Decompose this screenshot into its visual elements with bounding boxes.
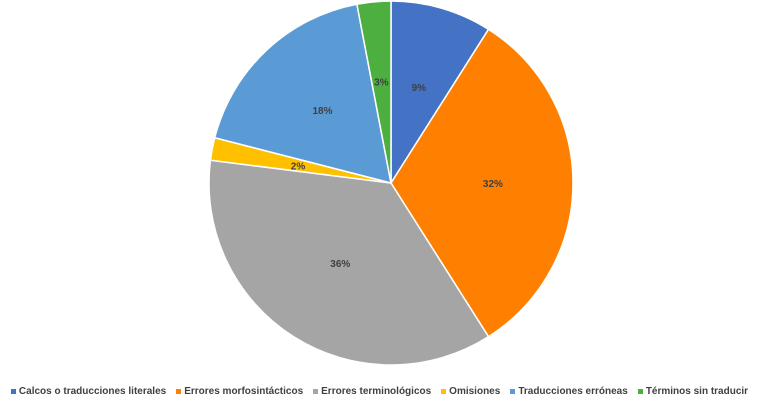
- legend-label: Errores morfosintácticos: [184, 385, 304, 397]
- legend-swatch: [510, 388, 516, 394]
- legend-item: Errores terminológicos: [313, 386, 431, 397]
- pie-chart: 9% 32% 36% 2% 18% 3%: [208, 0, 574, 366]
- legend-swatch: [637, 388, 643, 394]
- pie-slices: [208, 0, 574, 366]
- legend-item: Omisiones: [441, 386, 500, 397]
- pie-slice: [208, 159, 490, 366]
- pie-data-labels: 9% 32% 36% 2% 18% 3%: [291, 78, 503, 270]
- pie-slice: [390, 28, 574, 338]
- legend-item: Traducciones erróneas: [510, 386, 628, 397]
- legend-swatch: [313, 388, 319, 394]
- pie-slice: [213, 3, 392, 185]
- legend-label: Términos sin traducir: [645, 385, 749, 397]
- legend-item: Calcos o traducciones literales: [10, 385, 167, 397]
- slice-data-label: 3%: [374, 78, 389, 89]
- legend-swatch: [176, 388, 182, 394]
- legend-swatch: [10, 388, 16, 394]
- pie-slice: [356, 0, 392, 184]
- slice-data-label: 2%: [291, 161, 306, 172]
- legend-item: Términos sin traducir: [637, 385, 749, 397]
- legend-label: Calcos o traducciones literales: [18, 385, 167, 397]
- slice-data-label: 18%: [312, 106, 332, 117]
- legend-swatch: [441, 388, 447, 394]
- legend-item: Errores morfosintácticos: [176, 386, 303, 397]
- slice-data-label: 32%: [483, 179, 503, 190]
- pie-slice: [390, 0, 490, 186]
- legend-label: Errores terminológicos: [321, 385, 432, 397]
- legend-label: Traducciones erróneas: [518, 385, 628, 397]
- chart-legend: Calcos o traducciones literales Errores m…: [0, 381, 759, 401]
- slice-data-label: 9%: [412, 83, 427, 94]
- legend-label: Omisiones: [449, 385, 501, 397]
- slice-data-label: 36%: [330, 259, 350, 270]
